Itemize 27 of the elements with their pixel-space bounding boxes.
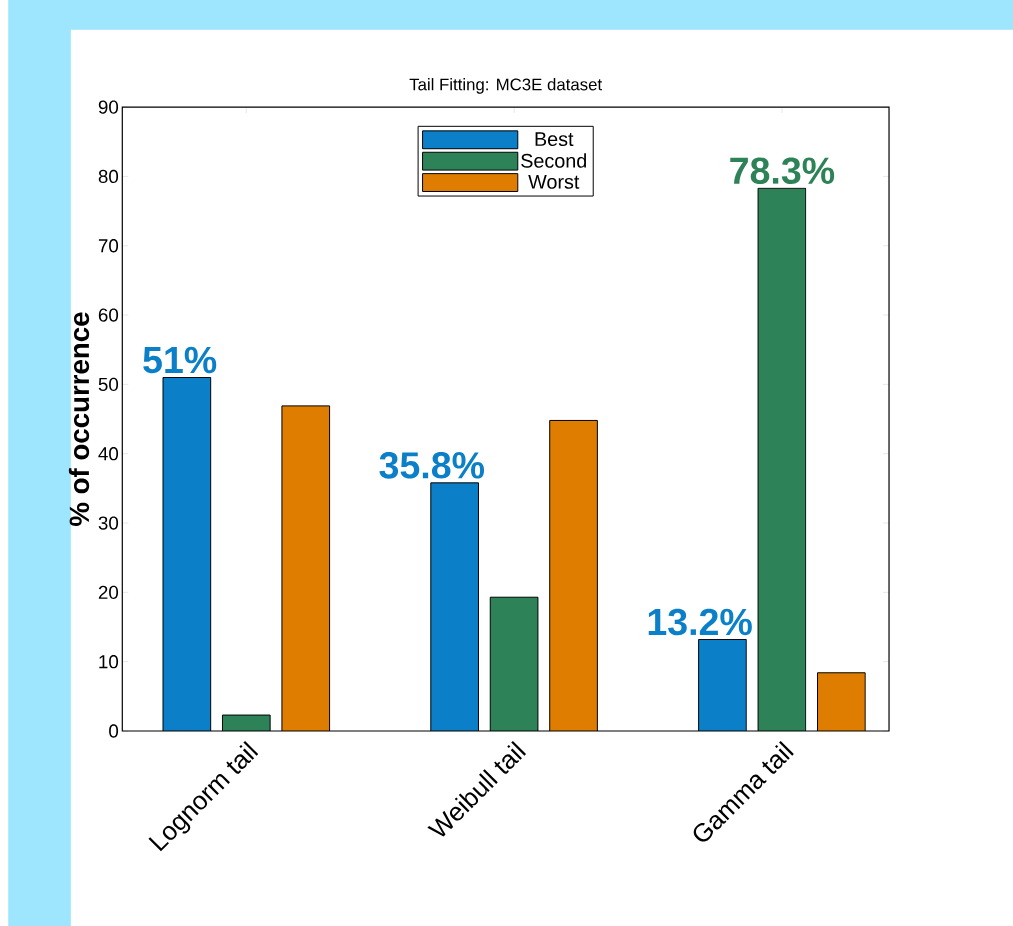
y-tick-label: 0 bbox=[109, 724, 119, 738]
bar bbox=[698, 638, 747, 731]
bar bbox=[757, 187, 807, 731]
y-tick-label: 10 bbox=[99, 654, 119, 669]
y-axis-title: % of occurrence bbox=[68, 312, 90, 526]
legend-label: Second bbox=[521, 153, 586, 168]
y-tick-label: 20 bbox=[98, 585, 119, 599]
bar bbox=[549, 419, 598, 731]
data-label: 13.2% bbox=[648, 608, 752, 636]
data-label: 78.3% bbox=[730, 157, 835, 184]
y-tick-label: 50 bbox=[98, 377, 119, 391]
y-tick-label: 90 bbox=[98, 100, 119, 114]
bar bbox=[817, 672, 866, 731]
y-tick-label: 70 bbox=[98, 238, 119, 253]
y-tick-label: 80 bbox=[98, 169, 119, 183]
y-tick-label: 60 bbox=[98, 308, 119, 322]
chart-title: Tail Fitting: MC3E dataset bbox=[409, 77, 602, 94]
y-tick-label: 30 bbox=[98, 516, 119, 530]
data-label: 51% bbox=[143, 346, 217, 374]
y-tick-label: 40 bbox=[98, 446, 119, 461]
bar bbox=[281, 405, 331, 731]
bar bbox=[430, 482, 479, 731]
legend-label: Best bbox=[535, 132, 574, 146]
data-label: 35.8% bbox=[379, 451, 485, 479]
legend-label: Worst bbox=[528, 174, 580, 189]
bar bbox=[489, 596, 539, 731]
bar bbox=[162, 376, 212, 731]
